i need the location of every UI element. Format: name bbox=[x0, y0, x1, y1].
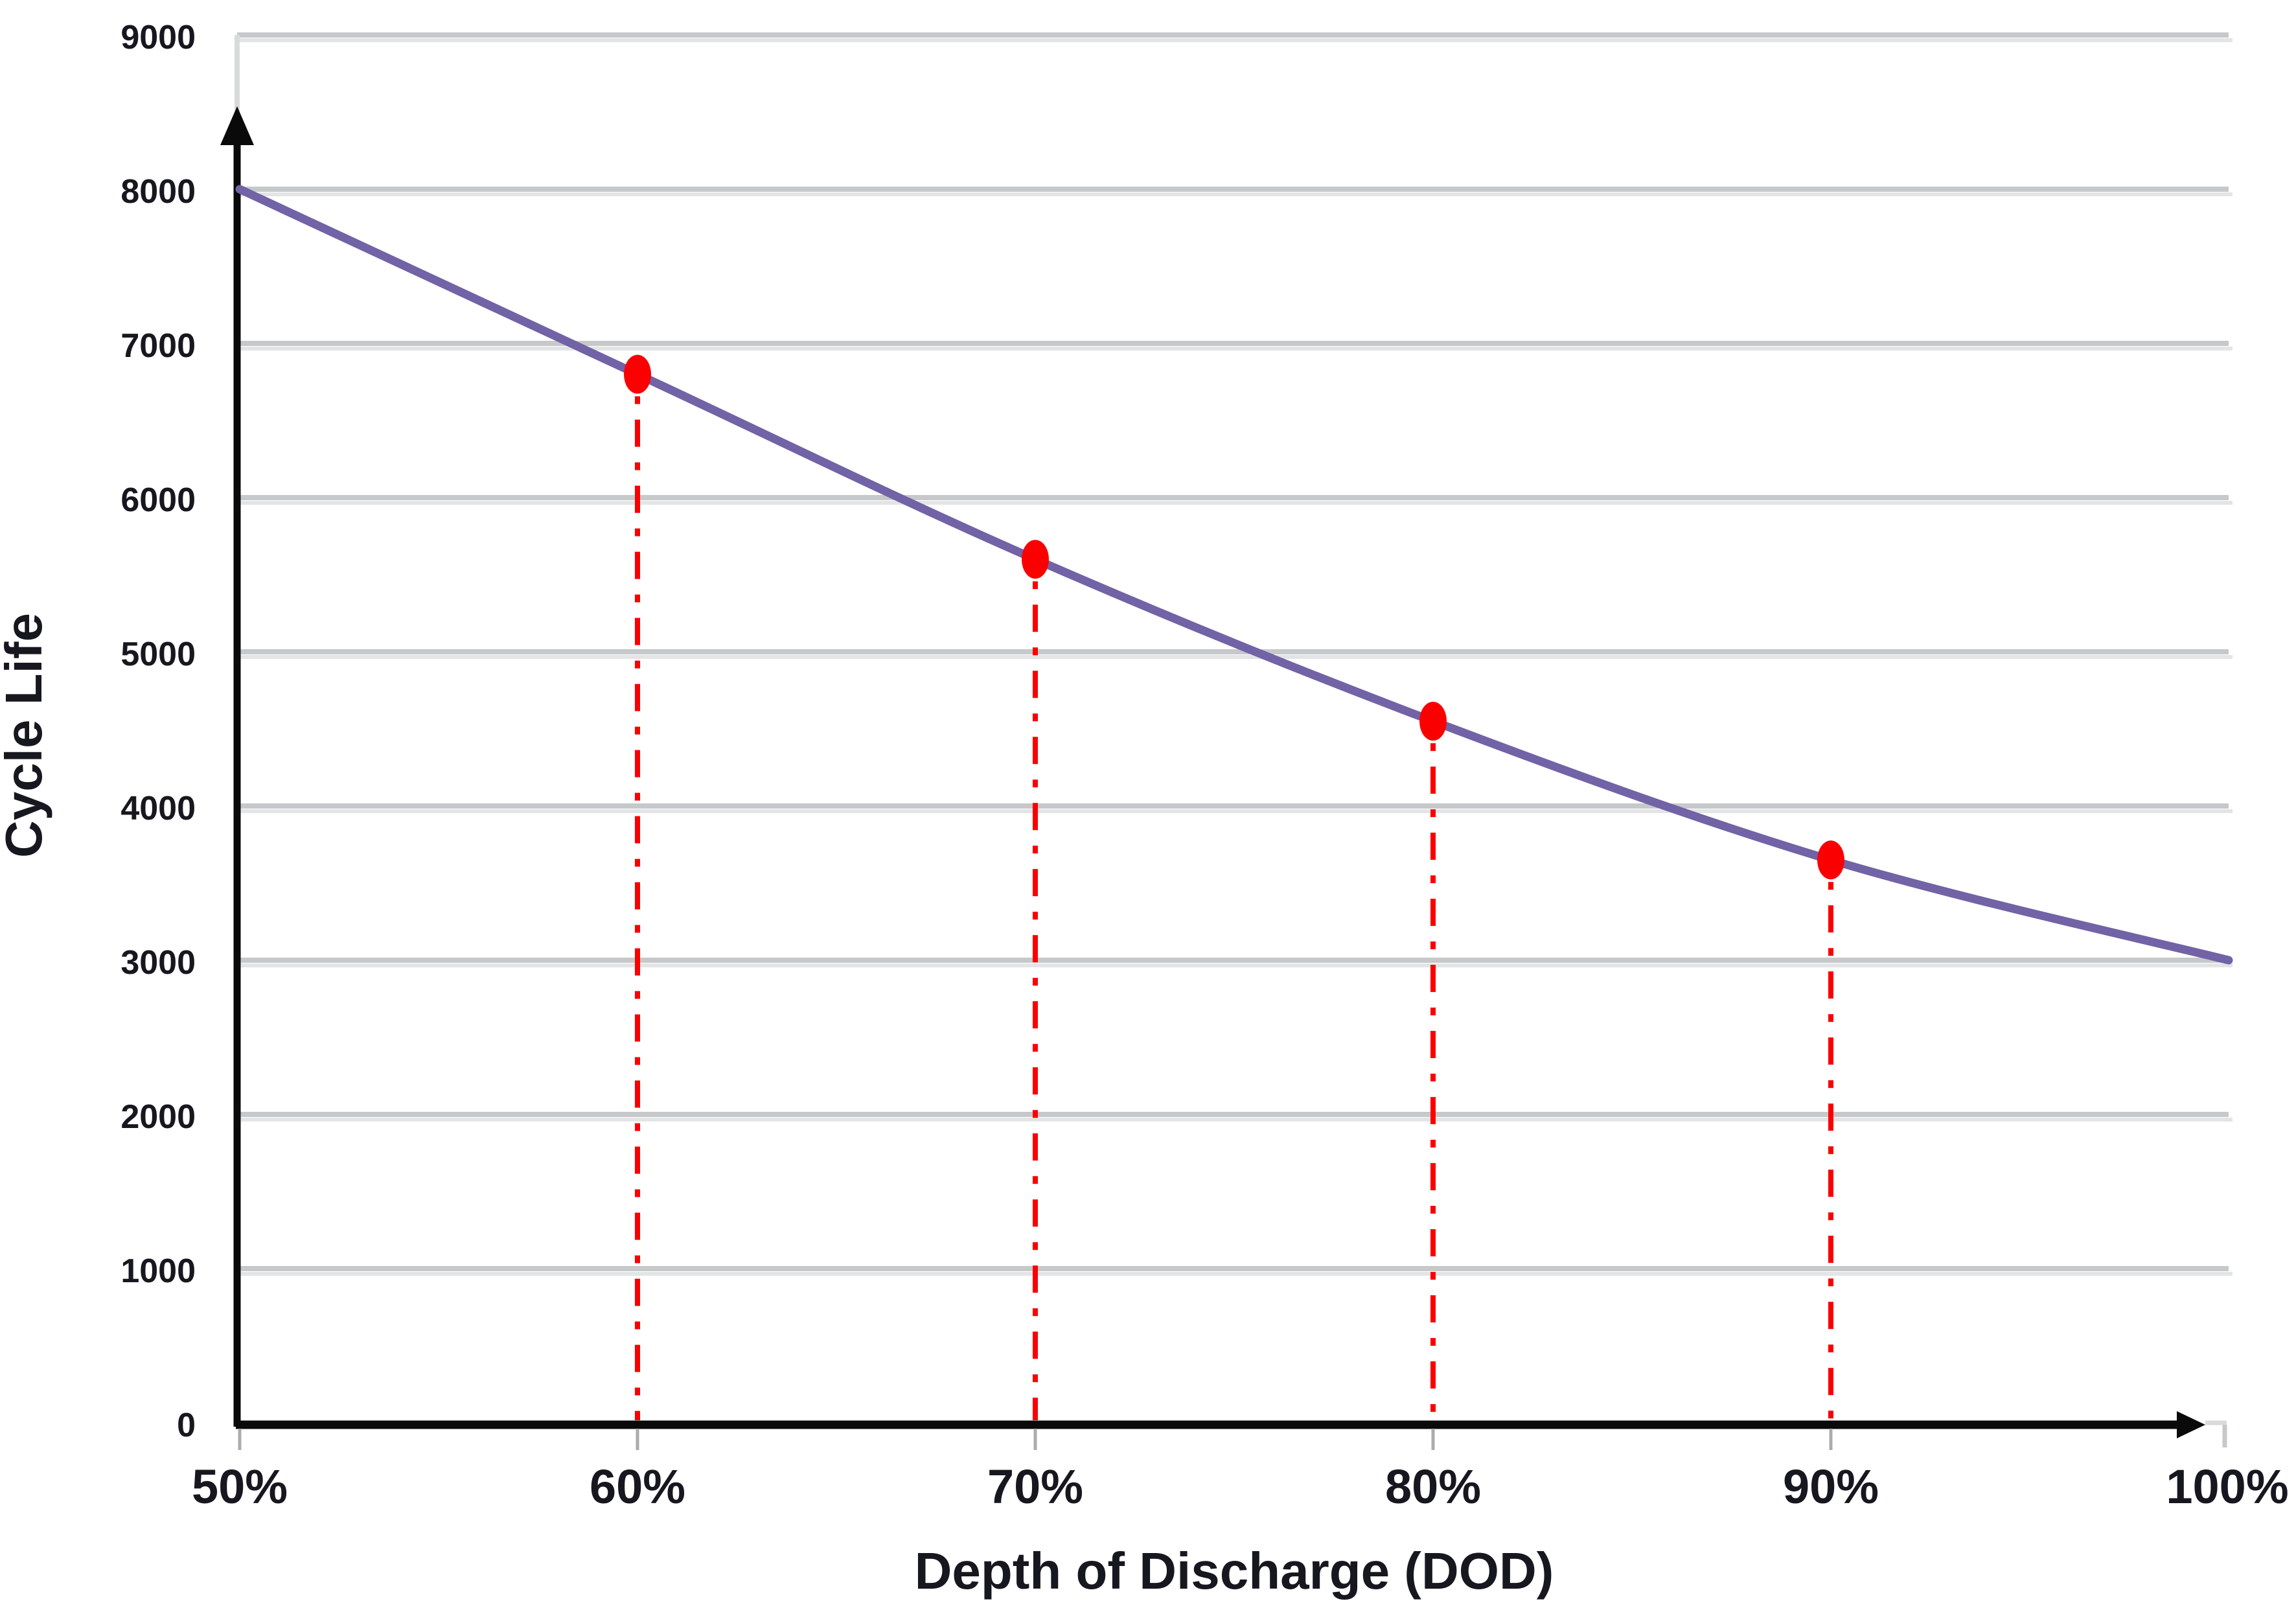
cycle-life-curve bbox=[235, 185, 2233, 965]
x-tick-label: 50% bbox=[192, 1460, 288, 1514]
x-tick-labels-group: 50% 60% 70% 80% 90% 100% bbox=[192, 1460, 2289, 1514]
y-tick-label: 1000 bbox=[121, 1252, 196, 1290]
gridlines-group bbox=[237, 32, 2233, 1276]
y-tick-label: 0 bbox=[177, 1407, 196, 1444]
axes-group bbox=[220, 35, 2227, 1438]
y-tick-label: 2000 bbox=[121, 1098, 196, 1136]
data-point-marker bbox=[1817, 840, 1844, 880]
data-point-marker bbox=[1022, 540, 1049, 579]
y-tick-label: 3000 bbox=[121, 944, 196, 982]
y-tick-label: 4000 bbox=[121, 790, 196, 827]
axis-ticks-group bbox=[238, 1425, 2227, 1450]
x-tick-label: 60% bbox=[590, 1460, 685, 1514]
y-tick-labels-group: 0 1000 2000 3000 4000 5000 6000 7000 8000 9000 bbox=[121, 19, 196, 1444]
x-tick-label: 70% bbox=[987, 1460, 1083, 1514]
y-tick-label: 8000 bbox=[121, 173, 196, 211]
y-tick-label: 7000 bbox=[121, 327, 196, 365]
x-axis-title: Depth of Discharge (DOD) bbox=[915, 1542, 1554, 1600]
series-curve-group bbox=[235, 185, 2233, 965]
x-tick-label: 100% bbox=[2166, 1460, 2288, 1514]
data-point-marker bbox=[624, 354, 651, 394]
y-axis-arrowhead-icon bbox=[220, 106, 254, 145]
y-tick-label: 5000 bbox=[121, 636, 196, 673]
y-tick-label: 6000 bbox=[121, 481, 196, 519]
x-tick-label: 90% bbox=[1783, 1460, 1879, 1514]
data-markers-group bbox=[624, 354, 1844, 880]
y-tick-label: 9000 bbox=[121, 19, 196, 56]
data-point-marker bbox=[1419, 702, 1447, 741]
y-axis-title: Cycle Life bbox=[0, 613, 52, 858]
x-axis-arrowhead-icon bbox=[2177, 1411, 2205, 1438]
x-tick-label: 80% bbox=[1385, 1460, 1481, 1514]
drop-lines-group bbox=[635, 396, 1833, 1420]
